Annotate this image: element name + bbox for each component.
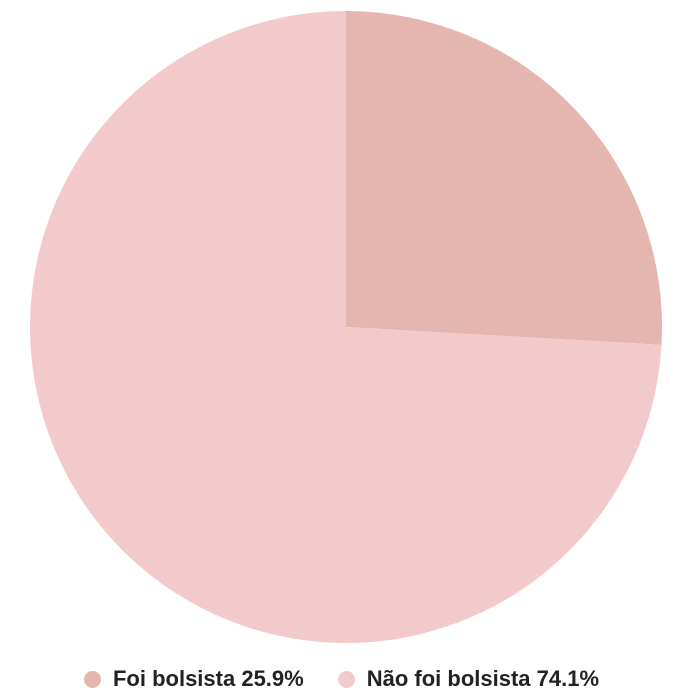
legend-label-foi-bolsista: Foi bolsista 25.9% [112,666,304,691]
legend-swatch-nao-foi-bolsista [337,670,355,688]
pie-slice-foi-bolsista [346,11,662,345]
pie-slices [29,11,662,644]
legend-item-foi-bolsista: Foi bolsista 25.9% [83,666,304,692]
legend-label-nao-foi-bolsista: Não foi bolsista 74.1% [366,666,600,691]
legend: Foi bolsista 25.9% Não foi bolsista 74.1… [0,664,683,694]
legend-item-nao-foi-bolsista: Não foi bolsista 74.1% [337,666,600,692]
legend-swatch-foi-bolsista [83,670,101,688]
pie-slice-nao-foi-bolsista [29,11,662,644]
pie-chart [29,11,662,644]
